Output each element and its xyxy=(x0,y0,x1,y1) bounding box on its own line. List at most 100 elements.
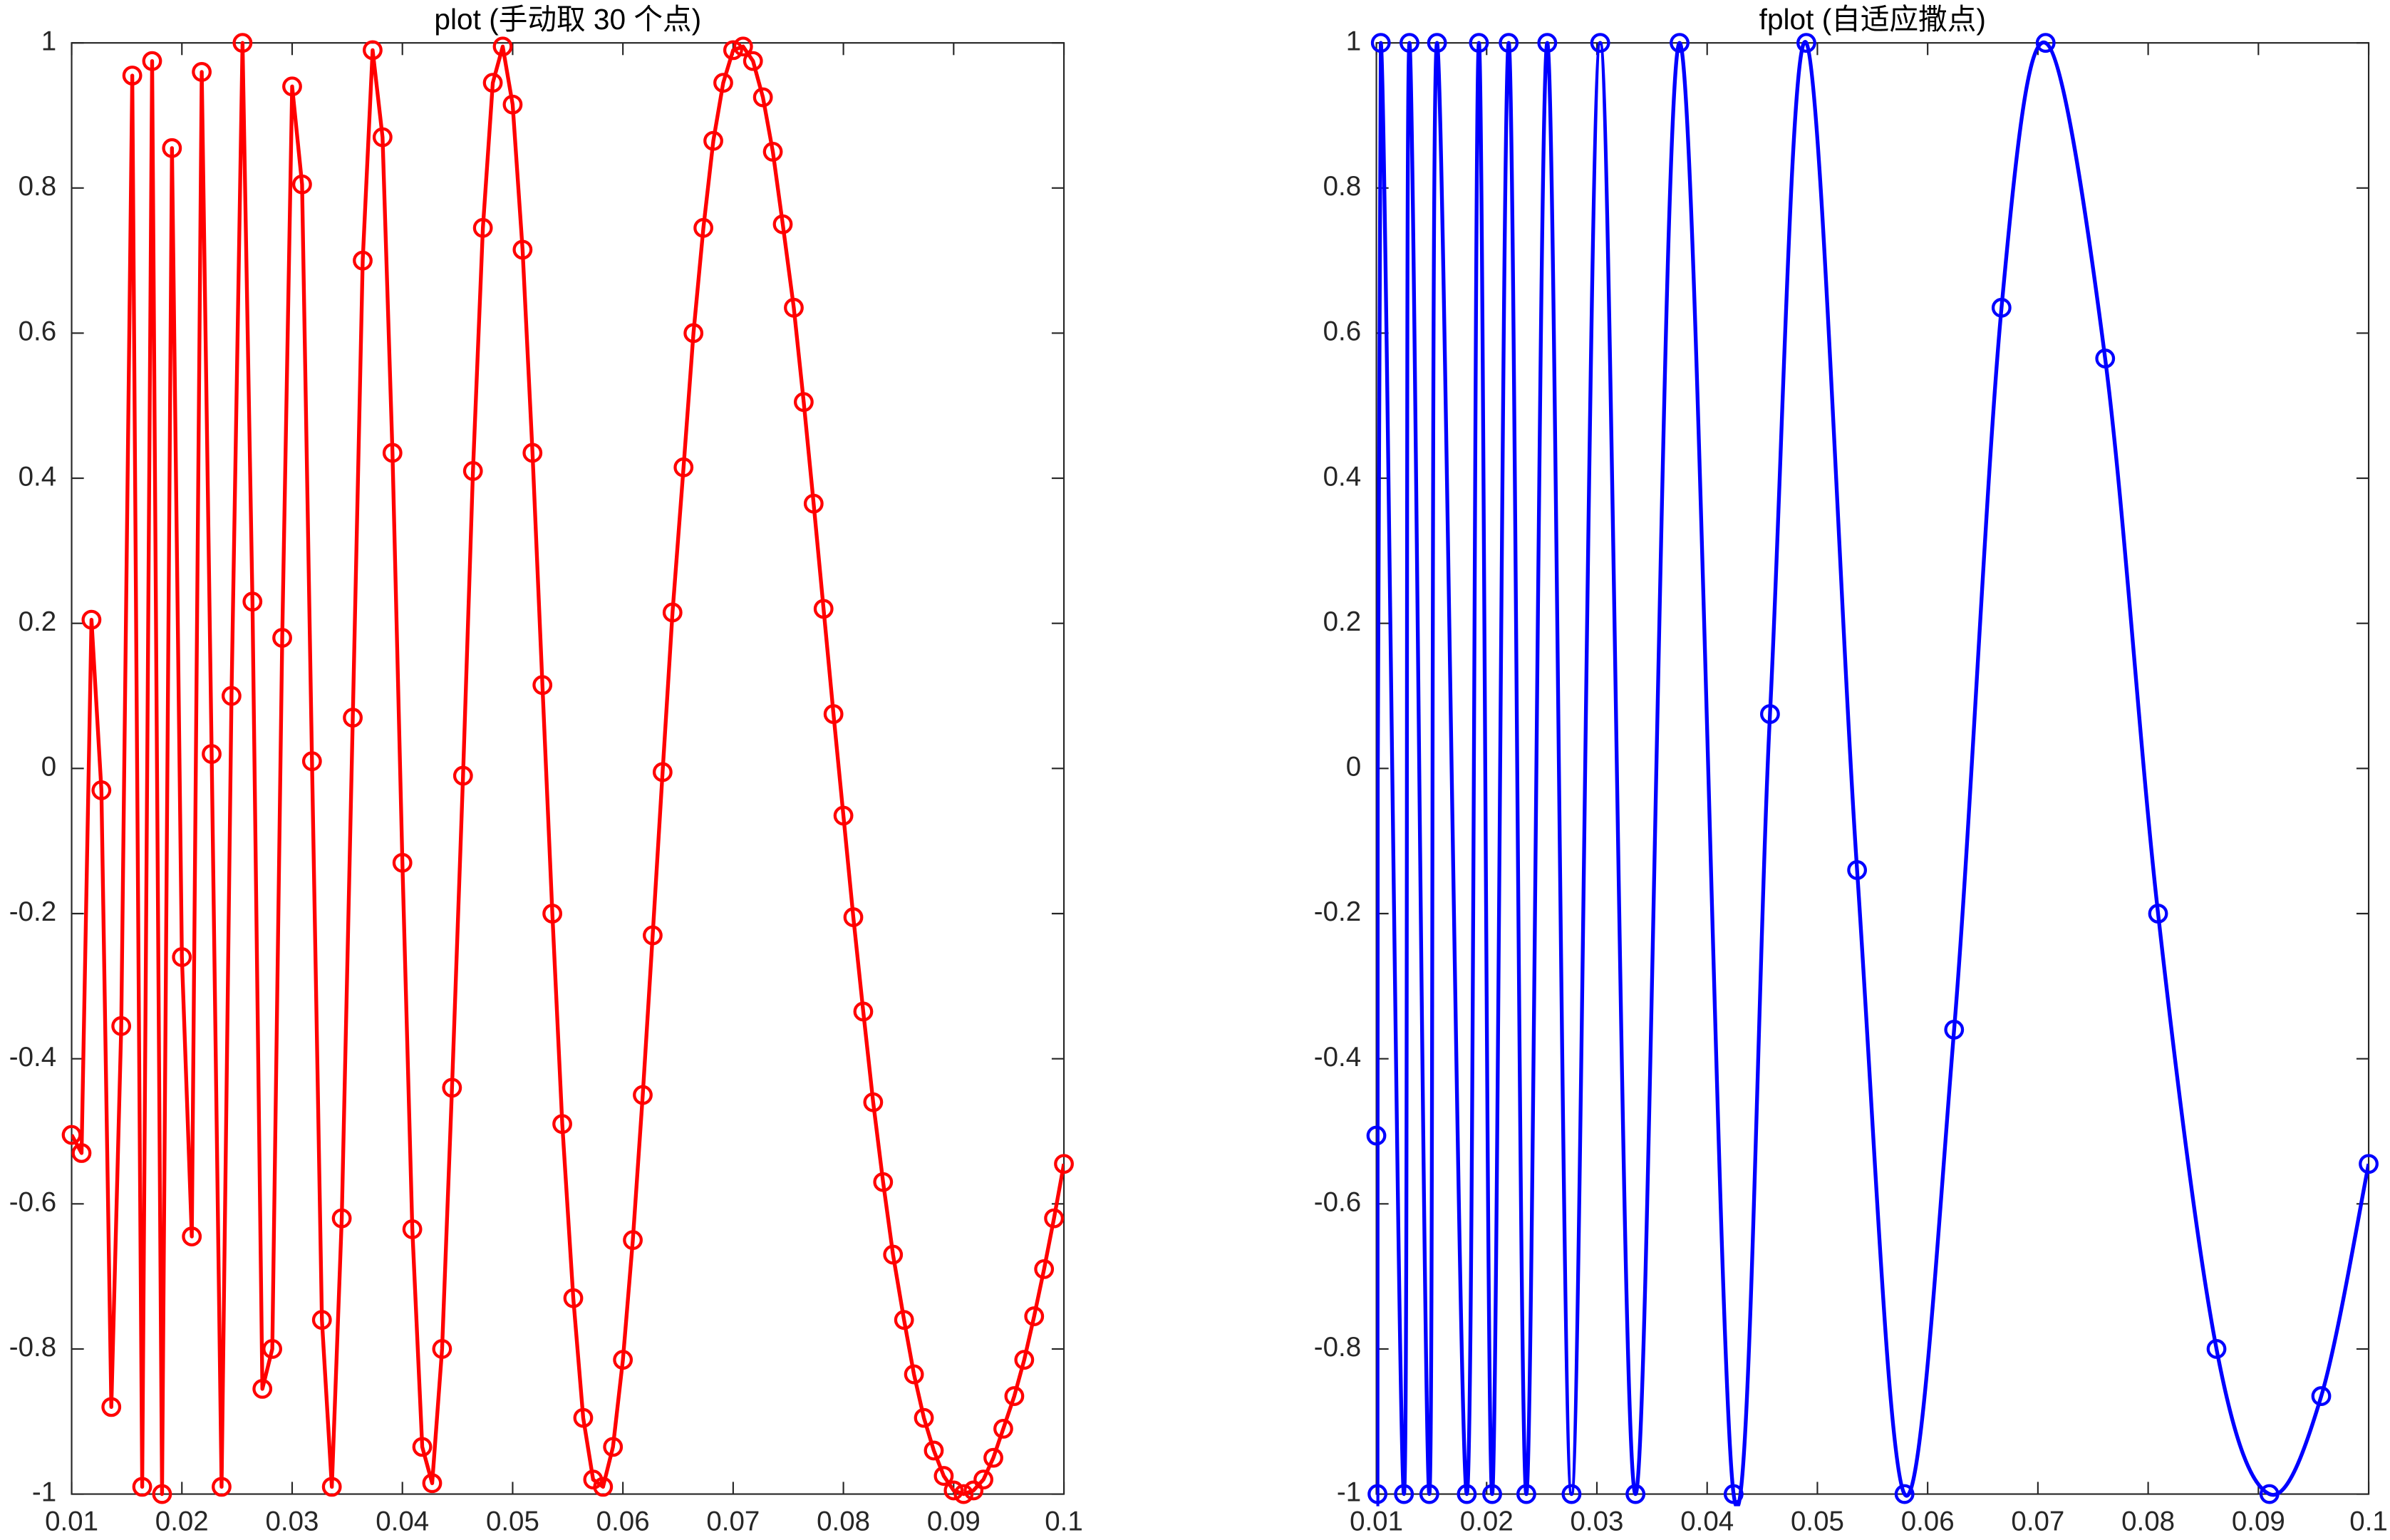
marker xyxy=(904,1364,924,1385)
marker xyxy=(2035,33,2056,53)
marker xyxy=(762,142,783,162)
marker xyxy=(943,1480,964,1501)
marker xyxy=(772,214,793,234)
x-tick-label: 0.05 xyxy=(486,1506,539,1536)
x-tick-label: 0.02 xyxy=(1460,1506,1514,1536)
marker xyxy=(1760,704,1780,724)
marker xyxy=(743,51,763,71)
marker xyxy=(703,130,723,151)
marker xyxy=(452,765,473,786)
y-tick-label: -0.6 xyxy=(9,1187,56,1217)
y-tick-label: 0.4 xyxy=(1323,461,1362,492)
marker xyxy=(1944,1020,1965,1040)
marker xyxy=(933,1466,954,1486)
marker xyxy=(2259,1484,2280,1504)
marker xyxy=(272,628,292,648)
marker xyxy=(422,1473,443,1494)
y-tick-label: 0 xyxy=(41,752,56,782)
marker xyxy=(1590,33,1610,53)
y-tick-label: -0.2 xyxy=(9,896,56,927)
x-tick-label: 0.08 xyxy=(2121,1506,2175,1536)
marker xyxy=(343,708,363,728)
y-tick-label: -0.4 xyxy=(1314,1042,1361,1073)
marker xyxy=(623,1230,643,1251)
marker xyxy=(1457,1484,1477,1504)
marker xyxy=(292,174,312,195)
marker xyxy=(262,1339,283,1359)
x-tick-label: 0.1 xyxy=(2349,1506,2388,1536)
marker xyxy=(182,1226,202,1246)
line xyxy=(1376,40,2369,1507)
marker xyxy=(282,76,302,97)
marker xyxy=(823,704,844,724)
marker xyxy=(1366,1125,1387,1146)
marker xyxy=(713,73,733,93)
y-tick-label: -0.4 xyxy=(9,1042,56,1073)
x-tick-label: 0.07 xyxy=(2011,1506,2064,1536)
marker xyxy=(733,36,753,57)
marker xyxy=(162,138,182,158)
marker xyxy=(1516,1484,1536,1504)
marker xyxy=(953,1484,974,1504)
marker xyxy=(914,1407,934,1428)
marker xyxy=(894,1310,914,1330)
marker xyxy=(512,239,533,260)
y-tick-label: 1 xyxy=(41,26,56,56)
marker xyxy=(924,1440,944,1461)
axes: fplot (自适应撒点) -1 -0.8 -0.6 -0.4 -0.2 0 0.2 0.4 0.… xyxy=(1314,3,2388,1536)
marker xyxy=(542,904,563,924)
y-tick-label: 0.8 xyxy=(1323,171,1362,202)
marker xyxy=(382,443,403,463)
marker xyxy=(963,1480,984,1501)
marker xyxy=(232,33,253,53)
chart-title: plot (手动取 30 个点) xyxy=(434,3,701,36)
marker xyxy=(492,36,513,57)
marker xyxy=(392,852,413,873)
marker xyxy=(242,591,263,612)
x-tick-label: 0.02 xyxy=(155,1506,209,1536)
marker xyxy=(662,602,683,623)
axes-box xyxy=(1375,42,2370,1495)
y-tick-label: 0.4 xyxy=(19,461,57,492)
x-tick-label: 0.08 xyxy=(817,1506,870,1536)
marker xyxy=(472,217,493,238)
y-tick-label: 0.6 xyxy=(1323,316,1362,347)
marker xyxy=(331,1208,352,1229)
marker xyxy=(142,51,162,71)
marker xyxy=(462,461,483,481)
marker xyxy=(593,1477,614,1497)
marker xyxy=(863,1092,884,1112)
marker xyxy=(573,1407,594,1428)
marker xyxy=(563,1288,584,1308)
marker xyxy=(652,762,673,782)
marker xyxy=(91,780,112,800)
y-tick-label: -0.8 xyxy=(1314,1332,1361,1363)
marker xyxy=(1370,33,1391,53)
line xyxy=(71,41,1065,1497)
marker xyxy=(372,127,393,148)
marker xyxy=(1044,1208,1065,1229)
x-tick-label: 0.09 xyxy=(927,1506,981,1536)
marker xyxy=(552,1114,572,1135)
marker xyxy=(363,40,383,61)
y-tick-label: -1 xyxy=(1337,1477,1361,1508)
x-tick-label: 0.04 xyxy=(1680,1506,1734,1536)
marker xyxy=(833,805,854,826)
marker xyxy=(752,87,773,108)
marker xyxy=(723,40,743,61)
marker xyxy=(843,907,864,927)
marker xyxy=(993,1418,1013,1439)
marker xyxy=(803,493,824,514)
x-tick-label: 0.1 xyxy=(1045,1506,1083,1536)
marker xyxy=(311,1310,332,1330)
marker xyxy=(1991,297,2012,318)
y-tick-label: 0.2 xyxy=(19,606,57,637)
marker xyxy=(693,217,714,238)
chart-title: fplot (自适应撒点) xyxy=(1759,3,1986,36)
marker xyxy=(1014,1350,1035,1370)
marker xyxy=(101,1397,122,1417)
marker xyxy=(353,250,373,271)
marker xyxy=(1561,1484,1582,1504)
marker xyxy=(883,1244,904,1265)
marker xyxy=(172,947,192,967)
